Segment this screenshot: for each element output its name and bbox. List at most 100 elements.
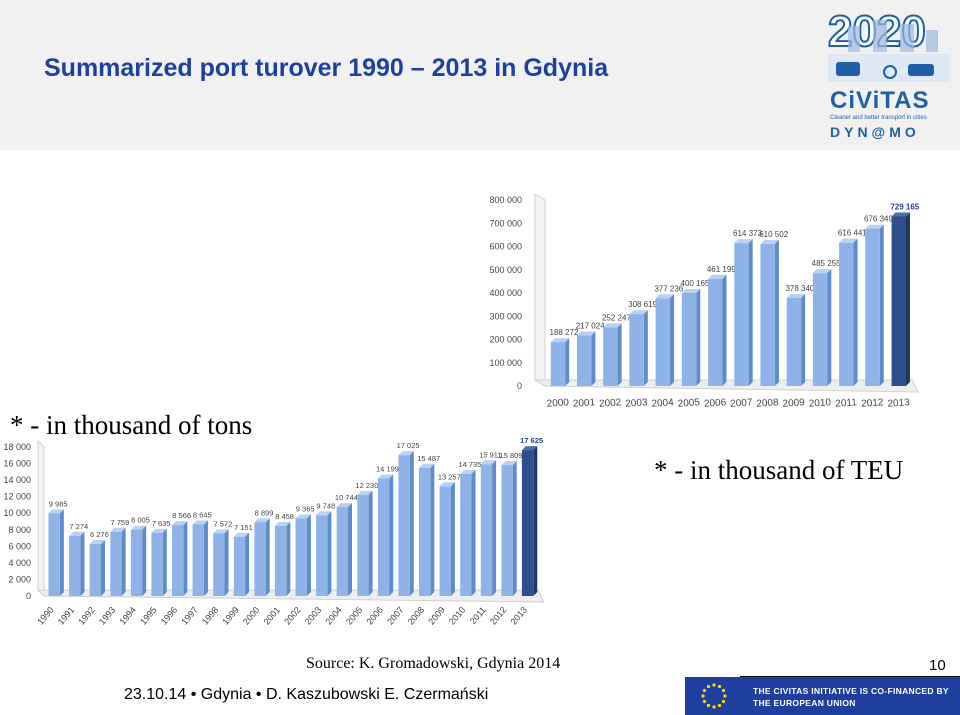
teu-chart-category-label: 2000 [546,397,569,410]
tons-chart-value-label: 15 487 [417,454,440,463]
teu-chart-bar-top [708,274,727,279]
eu-star [721,688,726,693]
teu-chart-value-label: 188 272 [550,328,579,337]
tons-chart-bar [460,474,472,596]
teu-chart-value-label: 400 165 [681,279,710,288]
tons-chart-y-tick-label: 4 000 [8,558,31,568]
tons-chart-bar [295,518,307,596]
tons-chart-bar-side [245,532,250,596]
teu-chart-category-label: 2001 [573,397,596,410]
eu-star [717,703,722,708]
eu-star [712,705,716,709]
teu-chart-bar-side [591,331,596,386]
tons-chart-bar [377,478,390,596]
tons-chart-bar-side [492,460,497,596]
tons-chart-side-wall [37,439,45,598]
tons-chart-bar [336,507,348,596]
tons-chart-bar-side [306,514,311,596]
tons-chart-value-label: 8 005 [131,516,150,525]
teu-chart-value-label: 217 024 [576,322,605,331]
tons-chart-value-label: 7 572 [214,519,233,528]
tons-chart-bar [521,450,534,596]
tons-chart-category-label: 2003 [303,605,324,627]
tons-chart-bar [213,533,225,596]
tons-chart-value-label: 14 199 [376,465,399,474]
teu-chart-y-tick-label: 800 000 [489,195,522,205]
teu-chart-bar [734,243,749,386]
teu-chart-bar [577,335,592,386]
teu-chart-value-label: 461 199 [707,265,736,274]
eu-star [706,684,711,689]
teu-chart-category-label: 2002 [599,397,622,410]
teu-chart-y-tick-label: 500 000 [489,265,522,275]
teu-chart-y-tick-label: 600 000 [489,242,522,252]
teu-chart-category-label: 2007 [730,397,753,410]
tons-chart-category-label: 1999 [220,605,241,627]
teu-chart-bar [550,342,566,386]
eu-star [717,684,722,689]
tons-chart-bar-top [336,503,353,508]
teu-chart-bar-side [565,338,570,386]
slide-title: Summarized port turover 1990 – 2013 in G… [44,54,609,82]
teu-chart-bar-side [748,239,753,386]
tons-chart-value-label: 17 025 [397,441,420,450]
tons-chart-y-tick-label: 14 000 [3,475,31,485]
tons-chart-bar [110,531,122,596]
teu-chart-bar [681,293,697,386]
tons-chart-value-label: 9 985 [49,499,68,508]
tons-chart-bar-side [368,490,373,596]
teu-chart-bar-side [670,294,675,386]
tons-chart-category-label: 2000 [241,605,262,627]
tons-chart-bar-side [142,525,147,596]
teu-chart-category-label: 2011 [835,397,858,410]
tons-chart-category-label: 1991 [56,605,77,627]
tons-chart-value-label: 8 645 [193,510,212,519]
teu-chart-bar [812,273,828,386]
teu-chart-category-label: 2010 [808,397,831,410]
eu-flag-icon [685,677,743,715]
tons-chart-bar-side [265,518,270,596]
teu-chart-y-tick-label: 100 000 [489,358,522,368]
tons-chart-category-label: 1994 [117,605,138,627]
teu-chart-bar [603,327,618,386]
tons-chart-value-label: 12 230 [355,481,378,490]
tons-chart-bar-top [172,521,188,526]
teu-chart-value-label: 485 255 [812,259,841,268]
page-number: 10 [929,657,946,674]
teu-chart-value-label: 676 349 [864,215,893,224]
tons-chart-category-label: 2005 [344,605,365,627]
teu-chart-y-tick-label: 300 000 [489,311,522,321]
tons-chart-bar-top [295,514,311,519]
teu-chart-bar [760,244,775,386]
tons-chart-category-label: 2002 [282,605,303,627]
teu-chart-y-tick-label: 400 000 [489,288,522,298]
tons-chart-category-label: 2013 [509,605,530,627]
teu-chart-bar-side [801,294,806,386]
teu-chart-value-label: 610 502 [759,230,788,239]
teu-chart-bar-side [617,323,622,386]
tons-chart-y-tick-label: 10 000 [3,508,31,518]
tons-chart-value-label: 8 899 [255,508,274,517]
teu-chart-value-label: 377 236 [654,284,683,293]
teu-chart-category-label: 2008 [756,397,779,410]
eu-star [706,703,711,708]
tons-chart-bar [48,513,60,596]
teu-chart-bar-top [865,224,884,229]
tons-chart-bar-side [471,470,476,596]
tons-chart-bar-side [162,528,167,596]
tons-chart-value-label: 7 151 [234,523,253,532]
tons-chart-bar-top [480,460,497,465]
tons-chart-category-label: 2009 [426,605,447,627]
tons-chart-bar-side [101,540,106,596]
tons-chart-bar [192,524,204,596]
teu-chart-value-label: 378 340 [785,284,814,293]
tons-chart-bar-top [192,520,208,525]
teu-chart-bar-top [812,269,832,274]
tons-chart-category-label: 1993 [97,605,118,627]
teu-chart-bar [655,298,670,386]
tons-chart-category-label: 1997 [179,605,200,627]
tons-chart-bar-side [224,529,229,596]
tons-chart-bar [69,535,81,596]
tons-chart-category-label: 2004 [323,605,344,627]
